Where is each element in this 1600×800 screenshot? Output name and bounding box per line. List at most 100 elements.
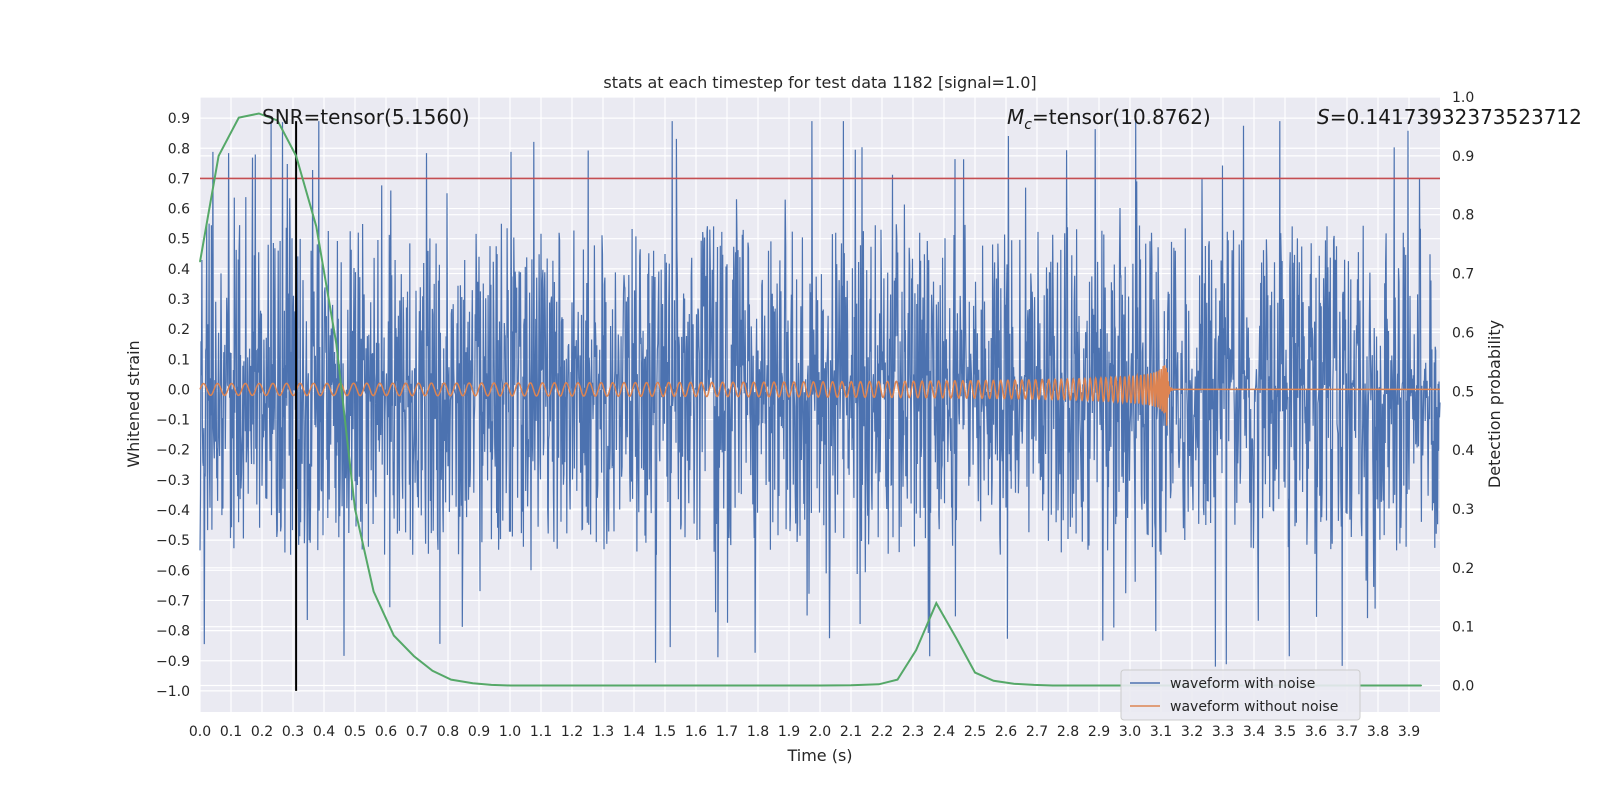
x-tick-label: 3.4 xyxy=(1243,724,1265,740)
x-tick-label: 0.6 xyxy=(375,724,397,740)
series-waveform-with-noise xyxy=(199,121,1441,667)
x-tick-label: 2.3 xyxy=(902,724,924,740)
y2-tick-label: 0.7 xyxy=(1452,267,1474,283)
chirp-mass-symbol: M xyxy=(1007,105,1024,129)
y-tick-label: −0.2 xyxy=(156,443,190,459)
x-tick-label: 1.0 xyxy=(499,724,521,740)
y-tick-label: 0.2 xyxy=(168,322,190,338)
x-tick-label: 1.8 xyxy=(747,724,769,740)
probability-point xyxy=(450,679,452,681)
legend-box xyxy=(1120,669,1361,721)
y2-tick-label: 0.8 xyxy=(1452,208,1474,224)
y-tick-label: 0.8 xyxy=(168,141,190,157)
probability-point xyxy=(1033,684,1035,686)
chirp-mass-value: =tensor(10.8762) xyxy=(1032,105,1211,129)
probability-point xyxy=(335,343,337,345)
legend-label-noise: waveform with noise xyxy=(1170,676,1315,692)
x-tick-label: 2.6 xyxy=(995,724,1017,740)
probability-point xyxy=(819,684,821,687)
probability-point xyxy=(974,672,976,674)
x-tick-label: 2.2 xyxy=(871,724,893,740)
y-tick-label: 0.0 xyxy=(168,382,190,398)
x-tick-label: 0.5 xyxy=(344,724,366,740)
y2-tick-label: 0.1 xyxy=(1452,620,1474,636)
x-tick-label: 2.7 xyxy=(1026,724,1048,740)
y-tick-label: −0.3 xyxy=(156,473,190,489)
probability-point xyxy=(509,684,511,687)
y-tick-label: 0.6 xyxy=(168,202,190,218)
x-tick-label: 1.2 xyxy=(561,724,583,740)
y2-tick-label: 0.3 xyxy=(1452,502,1474,518)
probability-point xyxy=(393,634,395,637)
x-tick-label: 3.1 xyxy=(1150,724,1172,740)
probability-point xyxy=(490,684,492,686)
x-tick-label: 1.5 xyxy=(654,724,676,740)
probability-point xyxy=(896,679,899,681)
x-tick-label: 1.6 xyxy=(685,724,707,740)
probability-point xyxy=(1013,683,1015,685)
probability-point xyxy=(472,682,474,684)
series-waveform-without-noise xyxy=(199,365,1440,426)
legend-label-clean: waveform without noise xyxy=(1170,699,1338,715)
legend: waveform with noise waveform without noi… xyxy=(1120,669,1361,721)
probability-point xyxy=(354,508,356,510)
probability-point xyxy=(915,649,917,651)
x-tick-label: 3.3 xyxy=(1212,724,1234,740)
probability-point xyxy=(1051,684,1054,687)
probability-point xyxy=(850,684,852,686)
y2-tick-label: 0.0 xyxy=(1452,679,1474,695)
probability-point xyxy=(993,680,995,682)
x-tick-label: 3.0 xyxy=(1119,724,1141,740)
y-tick-label: 0.9 xyxy=(168,111,190,127)
y2-tick-label: 1.0 xyxy=(1452,90,1474,106)
probability-point xyxy=(1420,684,1422,687)
series-detection-probability xyxy=(199,112,1422,687)
s-value: =0.14173932373523712 xyxy=(1330,105,1582,129)
y-tick-label: −0.1 xyxy=(156,413,190,429)
y-tick-label: −0.9 xyxy=(156,654,190,670)
chirp-waveform-line xyxy=(199,365,1440,426)
y-tick-label: −0.7 xyxy=(156,593,190,609)
y-tick-label: 0.5 xyxy=(168,232,190,248)
x-tick-label: 0.4 xyxy=(313,724,335,740)
y-axis-label: Whitened strain xyxy=(124,340,143,467)
probability-point xyxy=(878,683,880,685)
y-tick-label: −0.6 xyxy=(156,563,190,579)
probability-point xyxy=(238,117,240,119)
probability-point xyxy=(955,637,958,640)
x-tick-label: 0.2 xyxy=(251,724,273,740)
probability-point xyxy=(295,155,297,157)
x-tick-label: 1.7 xyxy=(716,724,738,740)
s-annotation: S=0.14173932373523712 xyxy=(1317,105,1582,129)
probability-point xyxy=(276,119,279,122)
x-tick-label: 0.1 xyxy=(220,724,242,740)
x-tick-label: 1.4 xyxy=(623,724,645,740)
x-tick-label: 3.5 xyxy=(1274,724,1296,740)
x-tick-label: 3.8 xyxy=(1367,724,1389,740)
x-tick-label: 2.4 xyxy=(933,724,955,740)
y2-tick-label: 0.4 xyxy=(1452,443,1474,459)
probability-point xyxy=(218,155,220,157)
y2-tick-label: 0.6 xyxy=(1452,325,1474,341)
x-tick-label: 3.9 xyxy=(1398,724,1420,740)
x-tick-label: 3.2 xyxy=(1181,724,1203,740)
x-tick-label: 2.9 xyxy=(1088,724,1110,740)
probability-point xyxy=(258,112,260,115)
x-tick-label: 0.7 xyxy=(406,724,428,740)
probability-point xyxy=(199,261,201,263)
snr-annotation: SNR=tensor(5.1560) xyxy=(262,105,470,129)
x-tick-label: 1.1 xyxy=(530,724,552,740)
y2-tick-label: 0.9 xyxy=(1452,149,1474,165)
y-tick-label: 0.1 xyxy=(168,352,190,368)
probability-point xyxy=(413,655,415,657)
x-tick-label: 0.8 xyxy=(437,724,459,740)
y-tick-label: −0.5 xyxy=(156,533,190,549)
x-tick-label: 2.5 xyxy=(964,724,986,740)
probability-point xyxy=(664,684,666,687)
x-tick-label: 0.3 xyxy=(282,724,304,740)
y2-axis-label: Detection probability xyxy=(1485,320,1504,488)
x-tick-label: 2.0 xyxy=(809,724,831,740)
x-tick-label: 0.0 xyxy=(189,724,211,740)
x-tick-label: 1.3 xyxy=(592,724,614,740)
